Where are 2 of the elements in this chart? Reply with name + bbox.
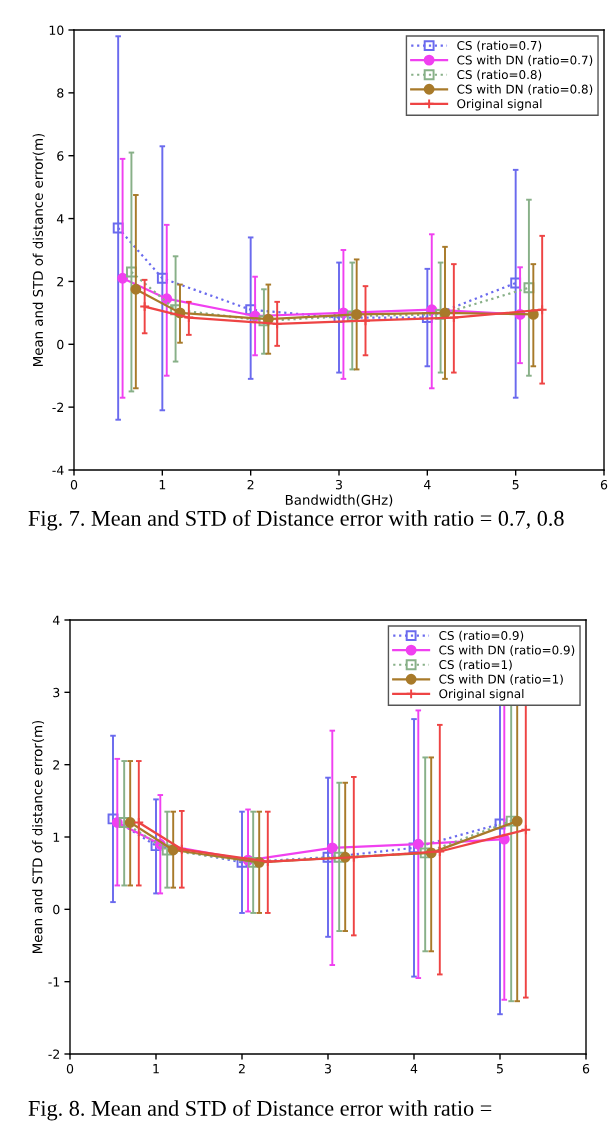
caption: Fig. 8. Mean and STD of Distance error with ratio = <box>28 1100 492 1121</box>
caption: Fig. 7. Mean and STD of Distance error with ratio = 0.7, 0.8 <box>28 510 564 531</box>
